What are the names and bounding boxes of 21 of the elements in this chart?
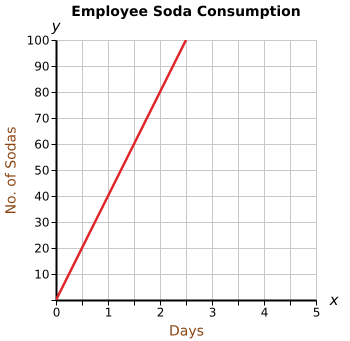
y-tick-label: 30 [34, 216, 50, 230]
y-tick-label: 10 [34, 268, 50, 282]
x-tick-label: 1 [104, 306, 112, 320]
text: y [50, 17, 62, 35]
x-axis-title: Days [169, 324, 204, 340]
x-tick-label: 4 [260, 306, 268, 320]
y-tick-label: 50 [34, 164, 50, 178]
y-tick-label: 90 [34, 60, 50, 74]
text: x [328, 291, 339, 309]
y-tick-label: 80 [34, 86, 50, 100]
y-tick-label: 100 [26, 34, 50, 48]
x-tick-label: 0 [52, 306, 60, 320]
y-tick-label: 60 [34, 138, 50, 152]
x-tick-label: 2 [156, 306, 164, 320]
y-tick-label: 70 [34, 112, 50, 126]
y-axis-title: No. of Sodas [4, 126, 20, 214]
x-tick-label: 5 [312, 306, 320, 320]
x-tick-label: 3 [208, 306, 216, 320]
y-tick-label: 40 [34, 190, 50, 204]
y-tick-label: 20 [34, 242, 50, 256]
chart-title: Employee Soda Consumption [71, 4, 301, 20]
